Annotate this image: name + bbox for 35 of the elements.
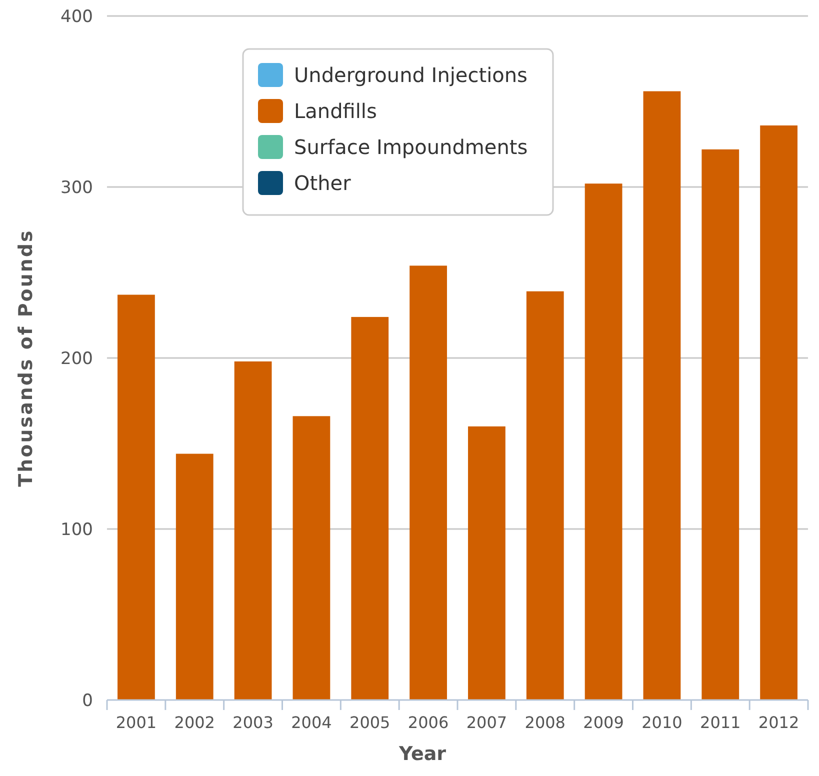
bar — [351, 316, 389, 700]
bar — [760, 125, 798, 700]
x-tick-label: 2006 — [408, 713, 449, 732]
legend-label: Landfills — [294, 99, 377, 123]
x-tick-label: 2011 — [700, 713, 741, 732]
bar — [643, 91, 681, 700]
x-tick-label: 2008 — [524, 713, 566, 732]
y-tick-label: 200 — [60, 348, 93, 369]
x-tick-label: 2010 — [642, 713, 682, 732]
legend-label: Underground Injections — [294, 63, 528, 87]
y-tick-label: 400 — [60, 6, 93, 27]
bar — [526, 291, 564, 700]
bar — [234, 361, 272, 700]
x-axis-title: Year — [398, 743, 447, 765]
y-tick-label: 100 — [60, 520, 93, 540]
bar — [176, 454, 214, 700]
x-tick-label: 2007 — [466, 713, 508, 732]
x-tick-label: 2005 — [350, 713, 390, 732]
bar — [468, 426, 506, 700]
y-tick-label: 300 — [60, 178, 93, 198]
bar — [118, 294, 155, 700]
x-tick-label: 2001 — [116, 713, 157, 732]
x-tick-label: 2012 — [758, 713, 800, 732]
legend-label: Other — [294, 171, 352, 195]
y-axis-title: Thousands of Pounds — [15, 229, 37, 487]
x-tick-label: 2004 — [291, 713, 332, 732]
x-tick-label: 2002 — [174, 713, 215, 732]
bar — [292, 416, 330, 700]
bar — [410, 266, 447, 700]
x-tick-label: 2003 — [232, 713, 274, 732]
x-tick-label: 2009 — [583, 713, 624, 732]
legend-label: Surface Impoundments — [294, 135, 528, 159]
bar — [702, 149, 740, 700]
y-tick-label: 0 — [82, 690, 93, 711]
bar — [584, 184, 622, 700]
